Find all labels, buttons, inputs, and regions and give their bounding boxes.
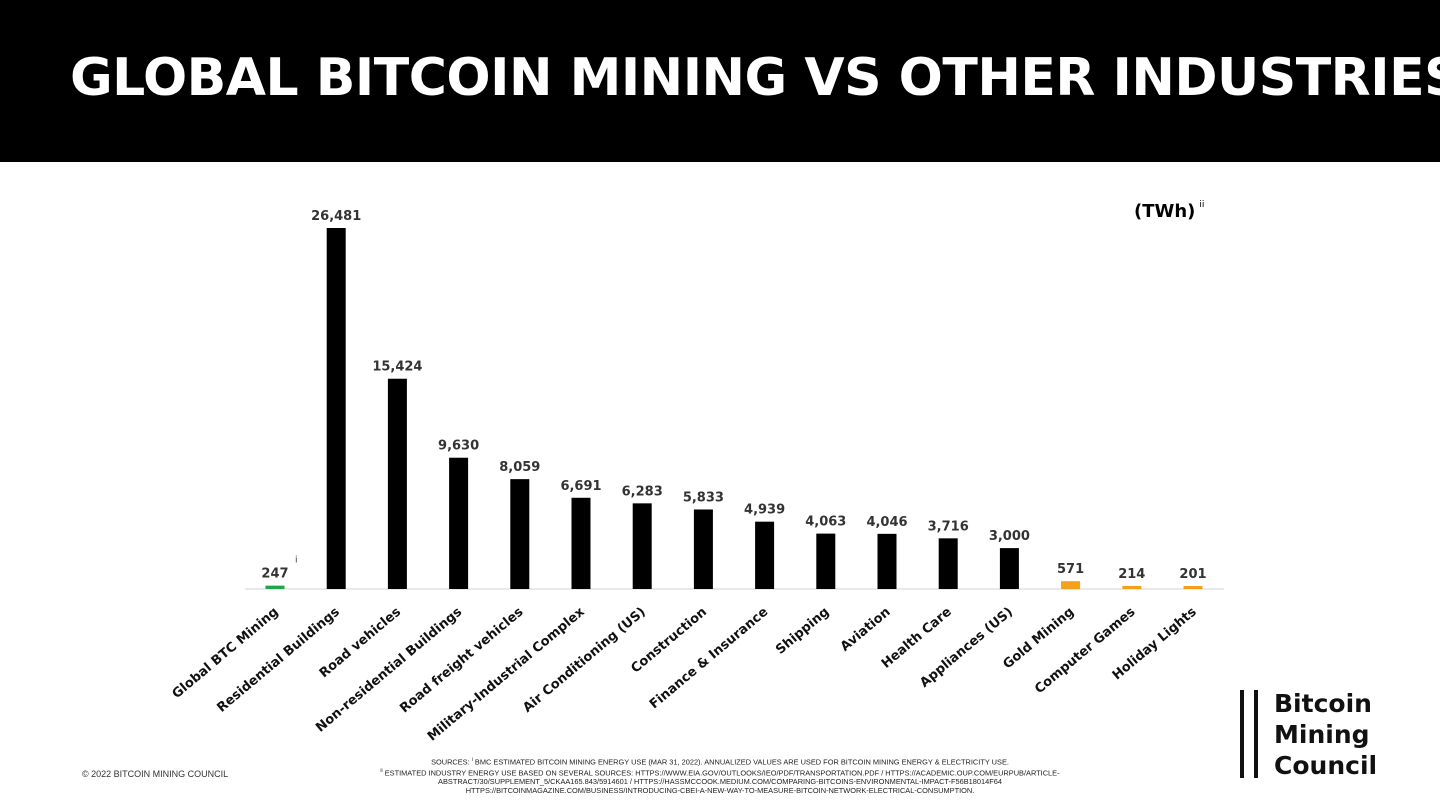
sources-prefix: SOURCES:: [431, 757, 470, 767]
value-label-residential-buildings: 26,481: [311, 209, 361, 224]
bar-shipping: [816, 533, 836, 589]
value-label-road-freight-vehicles: 8,059: [499, 460, 540, 475]
value-label-military-industrial-complex: 6,691: [560, 479, 601, 494]
bar-road-freight-vehicles: [510, 479, 530, 589]
bar-gold-mining: [1061, 581, 1081, 589]
value-label-global-btc-mining: 247: [261, 567, 288, 582]
value-label-construction: 5,833: [683, 490, 724, 505]
category-label-finance-insurance: Finance & Insurance: [647, 604, 771, 712]
category-label-global-btc-mining: Global BTC Mining: [170, 605, 282, 702]
bar-holiday-lights: [1183, 586, 1203, 589]
bar-chart: 247 i 26,481 15,424 9,630 8,059 6,691 6,283 5,83…: [170, 209, 1224, 744]
bars-group: [265, 228, 1203, 589]
bar-air-conditioning-us: [632, 503, 652, 589]
sources-footnote: SOURCES: i BMC ESTIMATED BITCOIN MINING …: [300, 756, 1140, 795]
logo-line-2: Mining: [1274, 720, 1370, 749]
value-label-holiday-lights: 201: [1179, 567, 1206, 582]
bar-residential-buildings: [326, 228, 346, 589]
category-label-air-conditioning-us: Air Conditioning (US): [520, 605, 648, 716]
value-label-non-residential-buildings: 9,630: [438, 439, 479, 454]
category-label-road-freight-vehicles: Road freight vehicles: [397, 604, 526, 716]
unit-label: (TWh) ii: [1134, 200, 1204, 222]
page-title: GLOBAL BITCOIN MINING VS OTHER INDUSTRIE…: [70, 48, 1440, 108]
category-label-aviation: Aviation: [838, 605, 894, 655]
bar-finance-insurance: [755, 521, 775, 589]
logo-wordmark: Bitcoin Mining Council: [1274, 688, 1377, 781]
value-label-air-conditioning-us: 6,283: [622, 484, 663, 499]
source-line-3: ABSTRACT/30/SUPPLEMENT_5/CKAA165.843/591…: [438, 777, 1002, 787]
category-label-computer-games: Computer Games: [1032, 604, 1138, 697]
value-label-aviation: 4,046: [866, 515, 907, 530]
bar-appliances-us: [999, 548, 1019, 589]
value-label-finance-insurance: 4,939: [744, 503, 785, 518]
source-marker-ii: ii: [380, 768, 383, 775]
bar-health-care: [938, 538, 958, 589]
value-label-computer-games: 214: [1118, 567, 1145, 582]
unit-text: (TWh): [1134, 201, 1196, 222]
source-line-2: ii ESTIMATED INDUSTRY ENERGY USE BASED O…: [300, 767, 1140, 778]
source-line-4: HTTPS://BITCOINMAGAZINE.COM/BUSINESS/INT…: [465, 785, 975, 795]
bar-non-residential-buildings: [449, 457, 469, 589]
value-label-appliances-us: 3,000: [989, 529, 1030, 544]
value-labels-group: 247 i 26,481 15,424 9,630 8,059 6,691 6,283 5,83…: [261, 209, 1206, 582]
logo-line-3: Council: [1274, 751, 1378, 780]
bar-aviation: [877, 533, 897, 589]
source-text-2: ESTIMATED INDUSTRY ENERGY USE BASED ON S…: [384, 768, 1060, 778]
value-label-gold-mining: 571: [1057, 562, 1084, 577]
value-label-health-care: 3,716: [928, 519, 969, 534]
unit-footnote-marker: ii: [1199, 200, 1205, 210]
header-bar: GLOBAL BITCOIN MINING VS OTHER INDUSTRIE…: [0, 0, 1440, 162]
source-marker-i: i: [471, 757, 473, 763]
logo-line-1: Bitcoin: [1274, 689, 1372, 718]
bar-construction: [693, 509, 713, 589]
category-label-residential-buildings: Residential Buildings: [214, 604, 343, 715]
source-line-1: SOURCES: i BMC ESTIMATED BITCOIN MINING …: [300, 756, 1140, 767]
bar-road-vehicles: [387, 378, 407, 589]
source-text-1: BMC ESTIMATED BITCOIN MINING ENERGY USE …: [474, 757, 1009, 767]
value-label-shipping: 4,063: [805, 515, 846, 530]
bar-computer-games: [1122, 586, 1142, 589]
category-label-shipping: Shipping: [773, 605, 832, 658]
bar-global-btc-mining: [265, 585, 285, 589]
value-label-road-vehicles: 15,424: [372, 360, 422, 375]
footnote-marker-global-btc-mining: i: [295, 556, 298, 566]
bar-military-industrial-complex: [571, 497, 591, 589]
copyright-text: © 2022 BITCOIN MINING COUNCIL: [82, 769, 229, 779]
